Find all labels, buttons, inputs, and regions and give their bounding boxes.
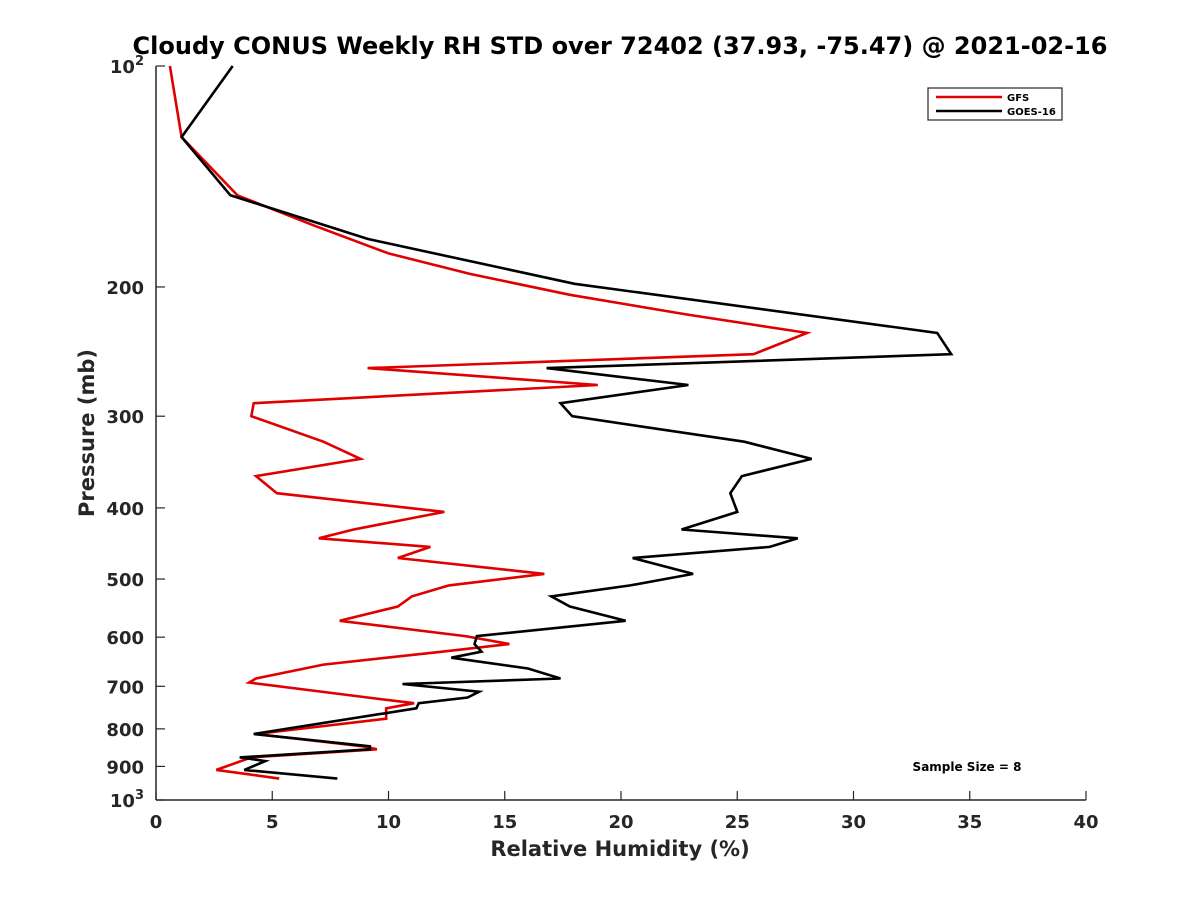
x-tick-label: 0	[150, 812, 163, 833]
y-tick-label: 200	[106, 278, 144, 299]
y-tick-label: 102	[110, 54, 144, 78]
x-tick-label: 40	[1073, 812, 1098, 833]
y-tick-label: 900	[106, 757, 144, 778]
series-layer	[168, 65, 954, 780]
legend-box	[927, 87, 1063, 121]
axis-ticks: 0 5 10 15 20 25 30 35 40 102 200 300 400 500 600 700 800…	[106, 54, 1098, 833]
series-line-goes16	[179, 65, 954, 780]
legend: GFS GOES-16	[927, 87, 1063, 121]
legend-label-gfs: GFS	[1007, 93, 1029, 104]
series-line-gfs	[168, 65, 812, 780]
x-tick-label: 25	[725, 812, 750, 833]
y-tick-label: 600	[106, 628, 144, 649]
y-tick-label: 700	[106, 677, 144, 698]
x-tick-label: 35	[957, 812, 982, 833]
y-tick-label: 300	[106, 407, 144, 428]
x-tick-label: 5	[266, 812, 279, 833]
y-axis-label: Pressure (mb)	[75, 349, 99, 517]
y-tick-label: 400	[106, 499, 144, 520]
x-axis-label: Relative Humidity (%)	[490, 837, 749, 861]
x-tick-label: 30	[841, 812, 866, 833]
x-tick-label: 10	[376, 812, 401, 833]
y-tick-label: 103	[110, 788, 144, 812]
chart-title: Cloudy CONUS Weekly RH STD over 72402 (3…	[133, 32, 1108, 60]
y-tick-label: 800	[106, 720, 144, 741]
sample-size-annotation: Sample Size = 8	[913, 760, 1022, 774]
y-tick-label: 500	[106, 570, 144, 591]
legend-label-goes16: GOES-16	[1007, 107, 1056, 118]
x-tick-label: 20	[608, 812, 633, 833]
x-tick-label: 15	[492, 812, 517, 833]
